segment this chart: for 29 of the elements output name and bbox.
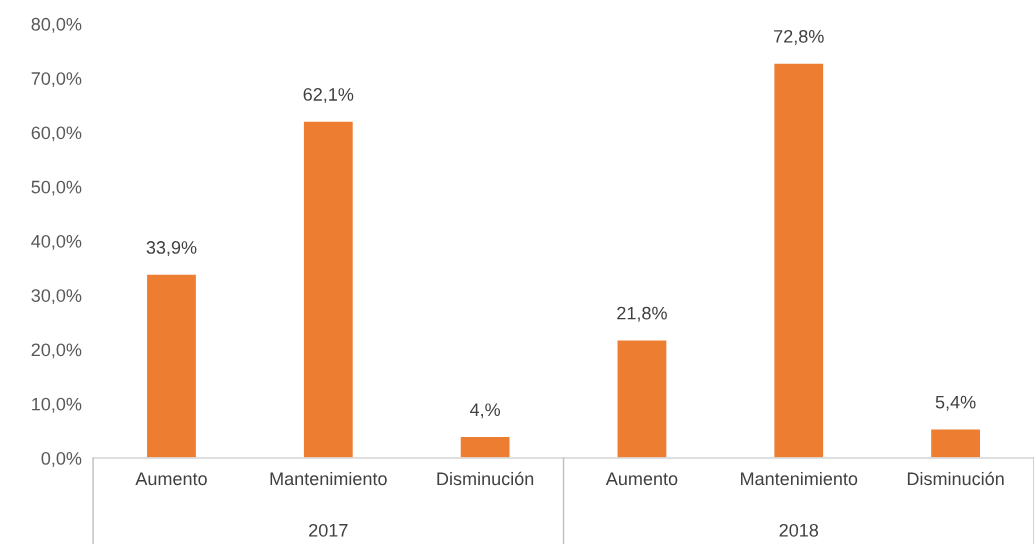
y-tick-label: 70,0% (31, 72, 82, 88)
data-label: 72,8% (774, 29, 824, 45)
bar (772, 62, 825, 459)
x-tick-label: Disminución (437, 471, 534, 486)
x-tick-label: Aumento (605, 472, 678, 486)
x-tick-label: Disminución (907, 471, 1004, 486)
data-label: 4,% (469, 403, 501, 419)
y-tick-label: 10,0% (32, 397, 82, 413)
x-tick-label: Aumento (135, 472, 207, 486)
data-label: 62,1% (303, 88, 354, 103)
bar (616, 339, 668, 459)
y-tick-label: 30,0% (31, 289, 82, 305)
data-label: 5,4% (935, 395, 976, 411)
y-tick-label: 60,0% (31, 126, 82, 142)
text: 2017 (309, 523, 348, 537)
y-tick-label: 20,0% (31, 343, 82, 359)
y-tick-label: 80,0% (31, 17, 82, 33)
bar (459, 435, 511, 459)
y-tick-label: 0,0% (41, 451, 82, 467)
x-tick-label: Mantenimiento (270, 471, 387, 486)
text: 2018 (779, 523, 819, 537)
y-tick-label: 50,0% (31, 180, 82, 196)
bar (145, 273, 198, 459)
bar (302, 120, 355, 459)
y-tick-label: 40,0% (31, 234, 82, 250)
x-tick-label: Mantenimiento (741, 471, 858, 486)
bar (929, 428, 982, 459)
data-label: 21,8% (617, 306, 667, 322)
data-label: 33,9% (146, 241, 197, 256)
